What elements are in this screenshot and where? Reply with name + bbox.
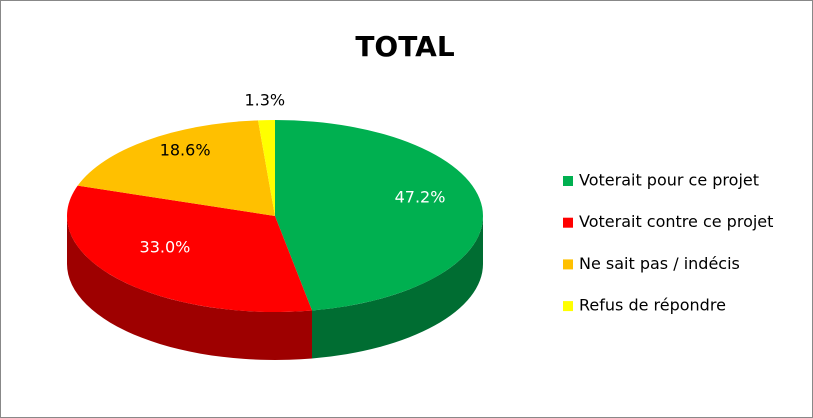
legend-swatch: [563, 176, 573, 186]
legend-label: Voterait contre ce projet: [579, 212, 773, 231]
pie-slice: [275, 119, 484, 311]
legend-label: Ne sait pas / indécis: [579, 254, 740, 273]
pie-slice: [258, 120, 275, 216]
legend-swatch: [563, 217, 573, 228]
data-label: 1.3%: [244, 90, 285, 109]
chart-title: TOTAL: [355, 30, 454, 63]
pie-slice: [77, 120, 276, 216]
data-label: 33.0%: [140, 238, 191, 257]
data-label: 18.6%: [160, 141, 211, 160]
data-label: 47.2%: [395, 187, 446, 206]
pie-side: [67, 216, 313, 361]
legend-swatch: [563, 301, 573, 312]
legend-swatch: [563, 259, 573, 270]
pie-slice: [66, 185, 313, 312]
legend-label: Refus de répondre: [579, 296, 726, 315]
pie-side: [312, 216, 483, 359]
legend-label: Voterait pour ce projet: [579, 171, 759, 190]
